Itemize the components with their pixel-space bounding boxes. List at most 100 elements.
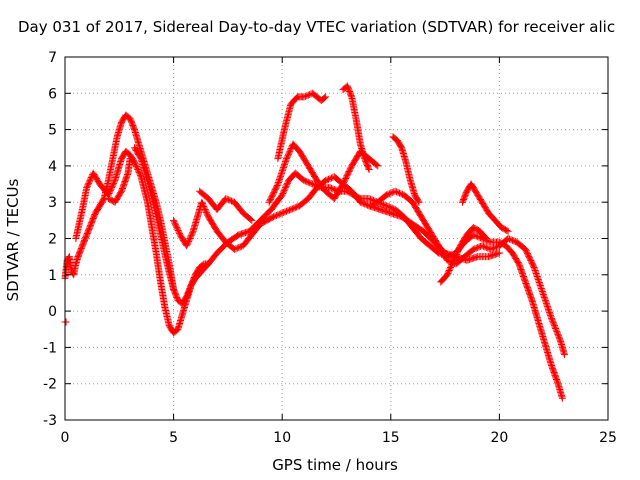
data-point xyxy=(136,171,144,179)
data-point xyxy=(450,256,458,264)
data-point xyxy=(131,158,139,166)
data-point xyxy=(300,93,308,101)
data-point xyxy=(397,190,405,198)
y-tick-label: -2 xyxy=(43,377,57,393)
data-point xyxy=(200,204,208,212)
data-point xyxy=(495,249,503,257)
data-point xyxy=(552,325,560,333)
data-point xyxy=(365,195,373,203)
series-track-10 xyxy=(274,89,330,163)
data-point xyxy=(306,179,314,187)
data-point xyxy=(277,210,285,218)
data-point xyxy=(478,242,486,250)
data-point xyxy=(539,289,547,297)
x-tick-label: 20 xyxy=(490,430,508,446)
data-point xyxy=(446,265,454,273)
data-point xyxy=(471,245,479,253)
y-tick-label: 3 xyxy=(48,195,57,211)
data-point xyxy=(110,179,118,187)
data-point xyxy=(445,268,453,276)
data-point xyxy=(274,180,282,188)
data-point xyxy=(284,152,292,160)
data-point xyxy=(134,167,142,175)
data-point xyxy=(529,262,537,270)
data-point xyxy=(301,177,309,185)
data-point xyxy=(393,188,401,196)
data-point xyxy=(184,239,192,247)
data-point xyxy=(172,222,180,230)
data-point xyxy=(508,236,516,244)
data-point xyxy=(535,278,543,286)
data-point xyxy=(475,233,483,241)
data-point xyxy=(230,245,238,253)
data-point xyxy=(284,207,292,215)
series-track-5 xyxy=(104,155,134,206)
data-point xyxy=(283,155,291,163)
data-point xyxy=(278,167,286,175)
data-point xyxy=(533,273,541,281)
y-tick-label: 1 xyxy=(48,268,57,284)
data-point xyxy=(535,277,543,285)
data-point xyxy=(290,204,298,212)
data-point xyxy=(553,329,561,337)
data-point xyxy=(276,174,284,182)
data-point xyxy=(547,313,555,321)
data-point xyxy=(281,161,288,169)
data-point xyxy=(561,351,569,359)
data-point xyxy=(356,198,364,206)
series-track-8 xyxy=(196,187,256,224)
data-point xyxy=(450,255,458,263)
data-point xyxy=(110,178,118,186)
series-track-2 xyxy=(61,253,82,282)
data-point xyxy=(536,281,544,289)
data-point xyxy=(367,195,375,203)
data-point xyxy=(136,170,144,178)
data-point xyxy=(382,202,390,210)
data-point xyxy=(321,94,329,102)
data-point xyxy=(86,176,94,184)
data-point xyxy=(548,316,556,324)
data-point xyxy=(282,156,290,164)
data-point xyxy=(415,198,423,206)
data-point xyxy=(472,244,480,252)
data-point xyxy=(548,314,556,322)
data-point xyxy=(541,295,549,303)
data-point xyxy=(553,327,561,335)
data-point xyxy=(474,233,482,241)
data-point xyxy=(385,190,393,198)
data-point xyxy=(283,153,291,161)
data-point xyxy=(300,176,308,184)
data-point xyxy=(236,243,244,251)
data-point xyxy=(322,93,330,101)
data-point xyxy=(532,268,540,276)
data-point xyxy=(175,228,183,236)
data-point xyxy=(444,269,452,277)
data-point xyxy=(322,176,330,184)
data-point xyxy=(199,201,207,209)
data-point xyxy=(87,175,95,183)
data-point xyxy=(555,333,563,341)
data-point xyxy=(504,235,512,242)
data-point xyxy=(309,180,317,188)
data-point xyxy=(359,199,367,207)
data-point xyxy=(365,166,373,174)
data-point xyxy=(133,164,141,172)
y-tick-label: 7 xyxy=(48,50,57,66)
data-point xyxy=(542,299,550,307)
data-point xyxy=(537,283,545,291)
data-point xyxy=(448,259,456,267)
data-point xyxy=(469,245,477,253)
data-point xyxy=(550,322,558,330)
data-point xyxy=(373,161,381,169)
data-point xyxy=(543,301,551,309)
data-point xyxy=(479,242,487,250)
data-point xyxy=(323,176,331,184)
data-point xyxy=(84,181,92,189)
data-point xyxy=(134,166,142,174)
data-point xyxy=(283,179,291,187)
data-point xyxy=(278,191,286,199)
data-point xyxy=(247,215,255,223)
data-point xyxy=(304,91,312,99)
data-point xyxy=(358,199,366,207)
data-point xyxy=(188,229,196,237)
